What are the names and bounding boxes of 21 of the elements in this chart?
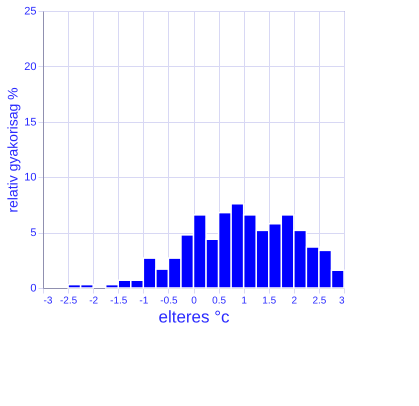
y-tick-label: 10	[24, 172, 36, 184]
x-tick-label: 0.5	[212, 296, 226, 306]
x-tick-label: 3	[338, 296, 345, 306]
y-tick-label: 20	[24, 60, 36, 73]
x-tick-label: 0	[191, 296, 198, 306]
x-tick-label: -2.5	[60, 296, 78, 306]
x-axis-title: elteres °c	[158, 308, 230, 326]
x-tick-label: 1.5	[262, 296, 277, 306]
y-tick-label: 15	[24, 116, 36, 128]
x-tick-label: -1	[139, 296, 149, 306]
y-tick-label: 25	[24, 6, 36, 18]
x-tick-label: 1	[241, 296, 248, 306]
x-tick-label: -3	[44, 296, 53, 306]
x-tick-label: -0.5	[160, 296, 178, 306]
x-tick-label: 2.5	[312, 296, 327, 306]
x-tick-label: 2	[292, 296, 298, 306]
y-tick-label: 0	[30, 282, 36, 294]
x-tick-label: -2	[89, 296, 99, 306]
x-tick-label: -1.5	[110, 296, 128, 306]
y-tick-label: 5	[30, 227, 36, 240]
y-axis-title: relativ gyakorisag %	[4, 87, 20, 213]
